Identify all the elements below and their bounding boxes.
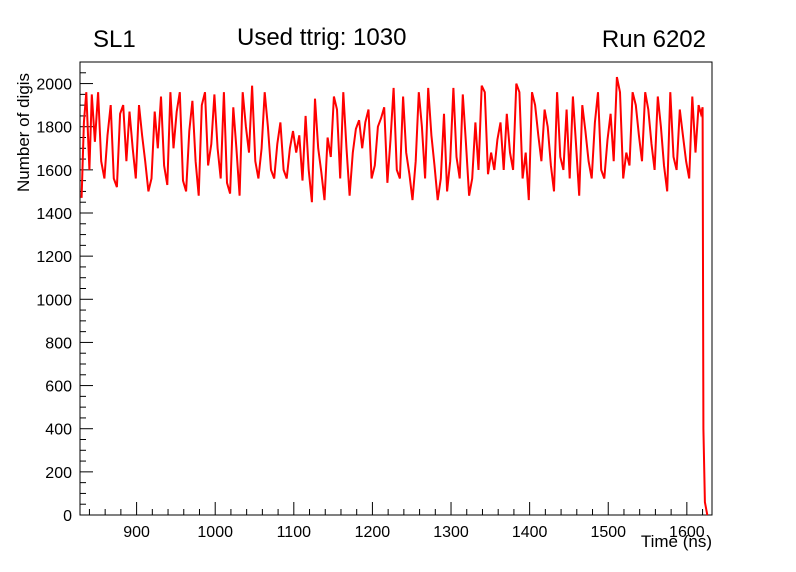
y-tick-label: 1800	[36, 120, 72, 137]
x-tick-label: 1200	[355, 524, 391, 541]
pad-title-right: Run 6202	[601, 26, 706, 53]
y-tick-label: 0	[63, 508, 72, 525]
x-tick-label: 1600	[669, 524, 705, 541]
y-tick-label: 1400	[36, 206, 72, 223]
x-tick-label: 1400	[512, 524, 548, 541]
x-axis-label: Time (ns)	[640, 532, 712, 551]
x-tick-label: 1300	[433, 524, 469, 541]
x-tick-label: 1500	[590, 524, 626, 541]
y-tick-label: 400	[45, 422, 72, 439]
data-line	[80, 76, 709, 516]
pad-title-left: SL1	[93, 26, 136, 53]
x-tick-label: 1000	[197, 524, 233, 541]
y-tick-label: 1000	[36, 292, 72, 309]
x-tick-label: 900	[123, 524, 150, 541]
y-axis-label: Number of digis	[14, 72, 33, 192]
x-tick-label: 1100	[277, 524, 312, 541]
y-tick-label: 2000	[36, 77, 72, 94]
y-tick-label: 1200	[36, 249, 72, 266]
y-tick-label: 200	[45, 465, 72, 482]
y-tick-label: 800	[45, 335, 72, 352]
y-tick-label: 1600	[36, 163, 72, 180]
pad-title-center: Used ttrig: 1030	[237, 24, 407, 51]
y-tick-label: 600	[45, 379, 72, 396]
